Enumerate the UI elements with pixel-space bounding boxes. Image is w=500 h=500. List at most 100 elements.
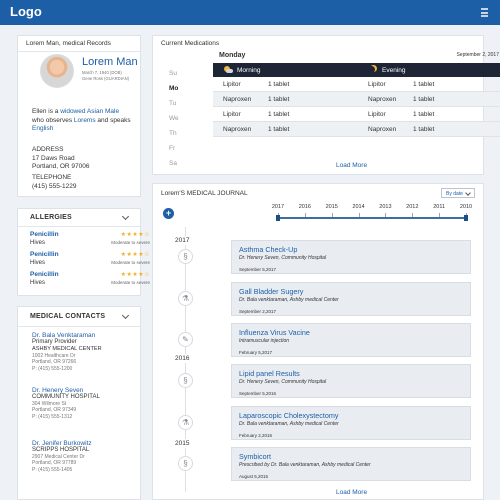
journal-entry[interactable]: Laparoscopic Cholexystectomy Dr. Bala ve… bbox=[231, 406, 471, 440]
morning-column: Morning bbox=[213, 63, 358, 77]
allergy-severity: Moderate to severe bbox=[111, 240, 150, 245]
contact-address1: 2907 Medical Center Dr bbox=[32, 454, 85, 460]
contact-role: Primary Provider bbox=[32, 339, 77, 345]
entry-title[interactable]: Influenza Virus Vacine bbox=[239, 328, 310, 337]
morning-dose: 1 tablet bbox=[268, 96, 290, 103]
timeline-years: 2017 2016 2015 2014 2013 2012 2011 2010 bbox=[272, 204, 472, 224]
entry-title[interactable]: Laparoscopic Cholexystectomy bbox=[239, 411, 339, 420]
evening-med: Naproxen bbox=[368, 126, 397, 133]
medications-load-more[interactable]: Load More bbox=[336, 162, 368, 169]
allergy-item[interactable]: Penicillin Hives ★★★★☆ Moderate to sever… bbox=[30, 251, 150, 269]
contact-address1: 1002 Healthcare Dr bbox=[32, 353, 76, 359]
patient-name[interactable]: Lorem Man bbox=[82, 56, 138, 68]
allergy-severity: Moderate to severe bbox=[111, 280, 150, 285]
evening-dose: 1 tablet bbox=[413, 96, 435, 103]
entry-title[interactable]: Symbicort bbox=[239, 452, 271, 461]
timeline-year[interactable]: 2012 bbox=[406, 204, 419, 210]
day-tab[interactable]: Sa bbox=[169, 160, 177, 167]
add-entry-button[interactable]: + bbox=[163, 208, 174, 219]
day-tab[interactable]: Th bbox=[169, 130, 177, 137]
day-tab[interactable]: Fr bbox=[169, 145, 176, 152]
patient-dob: March 7, 1940 (DOB) bbox=[82, 70, 122, 75]
allergies-title: ALLERGIES bbox=[30, 214, 72, 221]
phone-label: TELEPHONE bbox=[32, 174, 72, 181]
stethoscope-icon: § bbox=[178, 456, 193, 471]
evening-label: Evening bbox=[382, 67, 406, 74]
entry-date: September 5,2016 bbox=[239, 391, 277, 396]
timeline-year[interactable]: 2013 bbox=[379, 204, 392, 210]
evening-dose: 1 tablet bbox=[413, 126, 435, 133]
med-day-header: Monday September 2, 2017 bbox=[213, 50, 500, 62]
contact-item[interactable]: Dr. Henery Seven COMMUNITY HOSPITAL 304 … bbox=[32, 387, 100, 420]
logo[interactable]: Logo bbox=[10, 4, 42, 19]
medications-card: Current Medications Su Mo Tu We Th Fr Sa… bbox=[152, 35, 500, 175]
entry-provider: Intramuscular injection bbox=[239, 338, 290, 344]
day-tab[interactable]: Tu bbox=[169, 100, 177, 107]
entry-provider: Dr. Bala venktaraman, Ashby medical Cent… bbox=[239, 421, 339, 427]
timeline-year[interactable]: 2017 bbox=[271, 204, 285, 210]
desc-link-language[interactable]: English bbox=[32, 125, 54, 132]
morning-label: Morning bbox=[237, 67, 261, 74]
entry-title[interactable]: Gall Bladder Sugery bbox=[239, 287, 304, 296]
sort-select[interactable]: By date bbox=[441, 188, 475, 198]
timeline-year[interactable]: 2010 bbox=[459, 204, 473, 210]
day-tab[interactable]: We bbox=[169, 115, 179, 122]
entry-title[interactable]: Asthma Check-Up bbox=[239, 245, 298, 254]
medication-table-header: Morning Evening bbox=[213, 63, 500, 77]
contact-phone: P: (415) 555-1405 bbox=[32, 466, 73, 473]
contacts-header[interactable]: MEDICAL CONTACTS bbox=[18, 307, 140, 327]
allergy-name: Penicillin bbox=[30, 231, 59, 238]
journal-entry[interactable]: Influenza Virus Vacine Intramuscular inj… bbox=[231, 323, 471, 357]
journal-load-more[interactable]: Load More bbox=[336, 489, 368, 496]
timeline-range-slider[interactable] bbox=[276, 215, 468, 221]
chevron-down-icon[interactable] bbox=[121, 212, 130, 220]
range-handle-start[interactable] bbox=[276, 215, 280, 221]
contact-facility: ASHBY MEDICAL CENTER bbox=[32, 346, 102, 352]
allergies-card: ALLERGIES Penicillin Hives ★★★★☆ Moderat… bbox=[17, 208, 150, 296]
address-block: ADDRESS 17 Daws Road Portland, OR 97006 bbox=[32, 146, 89, 172]
allergy-severity: Moderate to severe bbox=[111, 260, 150, 265]
timeline-year[interactable]: 2014 bbox=[352, 204, 365, 210]
range-handle-end[interactable] bbox=[464, 215, 468, 221]
address-line2: Portland, OR 97006 bbox=[32, 163, 90, 170]
table-row[interactable]: Naproxen 1 tablet Naproxen 1 tablet bbox=[213, 122, 500, 137]
menu-icon[interactable] bbox=[481, 8, 488, 17]
contact-item[interactable]: Dr. Bala Venktaraman Primary Provider AS… bbox=[32, 332, 102, 372]
journal-entry[interactable]: Lipid panel Results Dr. Henery Seven, Co… bbox=[231, 364, 471, 398]
allergies-header[interactable]: ALLERGIES bbox=[18, 209, 140, 227]
entry-provider: Dr. Henery Seven, Community Hospital bbox=[239, 255, 327, 261]
timeline-year[interactable]: 2015 bbox=[325, 204, 338, 210]
day-tab-active[interactable]: Mo bbox=[169, 85, 179, 92]
journal-entry[interactable]: Gall Bladder Sugery Dr. Bala venktaraman… bbox=[231, 282, 471, 316]
desc-link-demographics[interactable]: widowed Asian Male bbox=[60, 108, 120, 115]
table-row[interactable]: Lipitor 1 tablet Lipitor 1 tablet bbox=[213, 77, 500, 92]
entry-date: August 5,2015 bbox=[239, 474, 269, 479]
stethoscope-icon: § bbox=[178, 249, 193, 264]
allergy-name: Penicillin bbox=[30, 251, 59, 258]
table-row[interactable]: Naproxen 1 tablet Naproxen 1 tablet bbox=[213, 92, 500, 107]
evening-med: Lipitor bbox=[368, 111, 386, 118]
journal-entry[interactable]: Symbicort Prescribed by Dr. Bala venktar… bbox=[231, 447, 471, 481]
entry-title[interactable]: Lipid panel Results bbox=[239, 369, 300, 378]
entry-provider: Dr. Bala venktaraman, Ashby medical Cent… bbox=[239, 297, 339, 303]
journal-title: Lorem'S MEDICAL JOURNAL bbox=[161, 190, 248, 197]
chevron-down-icon[interactable] bbox=[121, 311, 130, 319]
patient-meta: March 7, 1940 (DOB) Gene Ross (GUARDIAN) bbox=[82, 70, 129, 81]
desc-link-religion[interactable]: Lorems bbox=[73, 116, 96, 124]
allergy-item[interactable]: Penicillin Hives ★★★★☆ Moderate to sever… bbox=[30, 271, 150, 289]
day-tab[interactable]: Su bbox=[169, 70, 177, 77]
timeline-year[interactable]: 2011 bbox=[433, 204, 446, 210]
timeline-year[interactable]: 2016 bbox=[298, 204, 311, 210]
journal-entry[interactable]: Asthma Check-Up Dr. Henery Seven, Commun… bbox=[231, 240, 471, 274]
year-marker: 2015 bbox=[175, 439, 190, 448]
phone-block: TELEPHONE (415) 555-1229 bbox=[32, 174, 76, 191]
medication-rows: Lipitor 1 tablet Lipitor 1 tablet Naproxen… bbox=[213, 77, 500, 137]
entry-date: February 5,2017 bbox=[239, 350, 273, 355]
contact-item[interactable]: Dr. Jenifer Burkowitz SCRIPPS HOSPITAL 2… bbox=[32, 440, 92, 473]
evening-med: Lipitor bbox=[368, 81, 386, 88]
allergy-item[interactable]: Penicillin Hives ★★★★☆ Moderate to sever… bbox=[30, 231, 150, 249]
patient-guardian: Gene Ross (GUARDIAN) bbox=[82, 75, 130, 81]
medical-contacts-card: MEDICAL CONTACTS Dr. Bala Venktaraman Pr… bbox=[17, 306, 141, 500]
table-row[interactable]: Lipitor 1 tablet Lipitor 1 tablet bbox=[213, 107, 500, 122]
morning-dose: 1 tablet bbox=[268, 111, 290, 118]
